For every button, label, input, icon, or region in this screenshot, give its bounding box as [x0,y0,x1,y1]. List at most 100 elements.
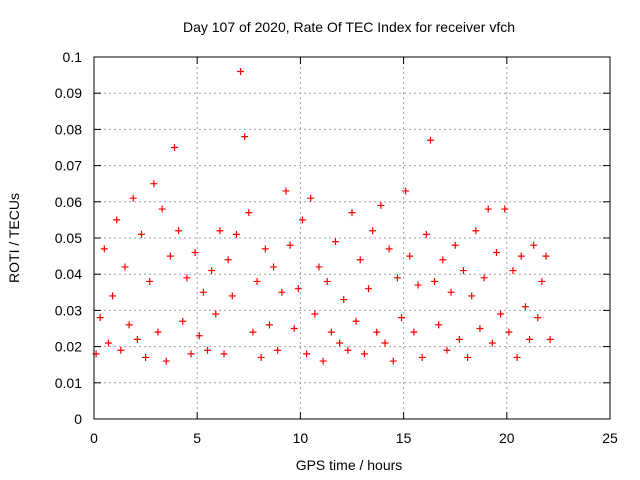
data-point [340,296,348,304]
data-point [121,263,129,271]
y-tick-label: 0 [74,411,82,427]
data-point [261,245,269,253]
data-point [476,325,484,332]
data-point [104,339,112,347]
data-point [315,263,323,271]
y-tick-label: 0.04 [55,266,82,282]
data-point [253,277,261,285]
data-point [373,328,381,336]
data-point [241,133,249,141]
data-point [158,205,166,213]
data-point [439,256,447,264]
data-point [270,263,278,271]
data-point [352,317,360,325]
data-point [464,353,472,361]
data-point [323,277,331,285]
data-point [336,339,344,347]
data-point [183,274,191,282]
data-point [402,187,410,195]
data-point [497,310,505,318]
data-point [137,230,145,238]
chart-title: Day 107 of 2020, Rate Of TEC Index for r… [183,19,515,35]
data-point [484,205,492,213]
data-point [526,335,534,343]
data-point [538,277,546,285]
data-point [443,346,451,354]
x-tick-label: 20 [499,430,515,446]
data-point [455,335,463,343]
data-point [245,209,253,217]
data-point [286,241,294,249]
data-point [166,252,174,260]
data-point [546,335,554,343]
data-point [228,292,236,300]
data-point [414,281,422,289]
data-point [348,209,356,217]
data-point [365,285,373,293]
data-point [521,303,529,311]
data-point [133,335,141,343]
y-tick-label: 0.01 [55,375,82,391]
data-point [431,277,439,285]
data-point [327,328,335,336]
data-point [191,248,199,256]
y-tick-label: 0.03 [55,302,82,318]
data-point [298,216,306,224]
data-point [418,353,426,361]
data-point [385,245,393,253]
data-point [146,277,154,285]
y-tick-label: 0.08 [55,121,82,137]
y-tick-label: 0.07 [55,158,82,174]
data-point [175,227,183,235]
data-point [331,238,339,246]
data-point [501,205,509,213]
data-point [451,241,459,249]
data-point [249,328,257,336]
data-point [459,267,467,275]
data-point [212,310,220,318]
data-point [488,339,496,347]
data-point [220,350,228,358]
data-point [509,267,517,275]
data-point [204,346,212,354]
data-point [257,353,265,361]
data-point [435,321,443,329]
data-point [187,350,195,358]
data-point [389,357,397,365]
data-point [274,346,282,354]
axis-ticks: 0 0.01 0.02 0.03 0.04 0.05 0.06 0.07 0.08 0.09 0.1… [55,49,618,446]
data-point [195,332,203,340]
data-point [142,353,150,361]
y-axis-label: ROTI / TECUs [6,193,22,283]
data-point [237,67,245,75]
data-point [154,328,162,336]
data-point [410,328,418,336]
y-tick-label: 0.02 [55,339,82,355]
data-point [311,310,319,318]
data-point [290,325,298,332]
data-point [307,194,315,202]
data-points [92,67,554,365]
data-point [505,328,513,336]
data-point [199,288,207,296]
data-point [406,252,414,260]
data-point [393,274,401,282]
data-point [542,252,550,260]
plot-frame [93,56,611,420]
data-point [513,353,521,361]
data-point [294,285,302,293]
data-point [208,267,216,275]
data-point [422,230,430,238]
data-point [179,317,187,325]
x-tick-label: 10 [293,430,309,446]
data-point [530,241,538,249]
x-axis-label: GPS time / hours [296,457,403,473]
x-tick-label: 25 [602,430,618,446]
x-tick-label: 15 [396,430,412,446]
data-point [96,314,104,322]
data-point [129,194,137,202]
data-point [224,256,232,264]
data-point [232,230,240,238]
data-point [360,350,368,358]
data-point [344,346,352,354]
